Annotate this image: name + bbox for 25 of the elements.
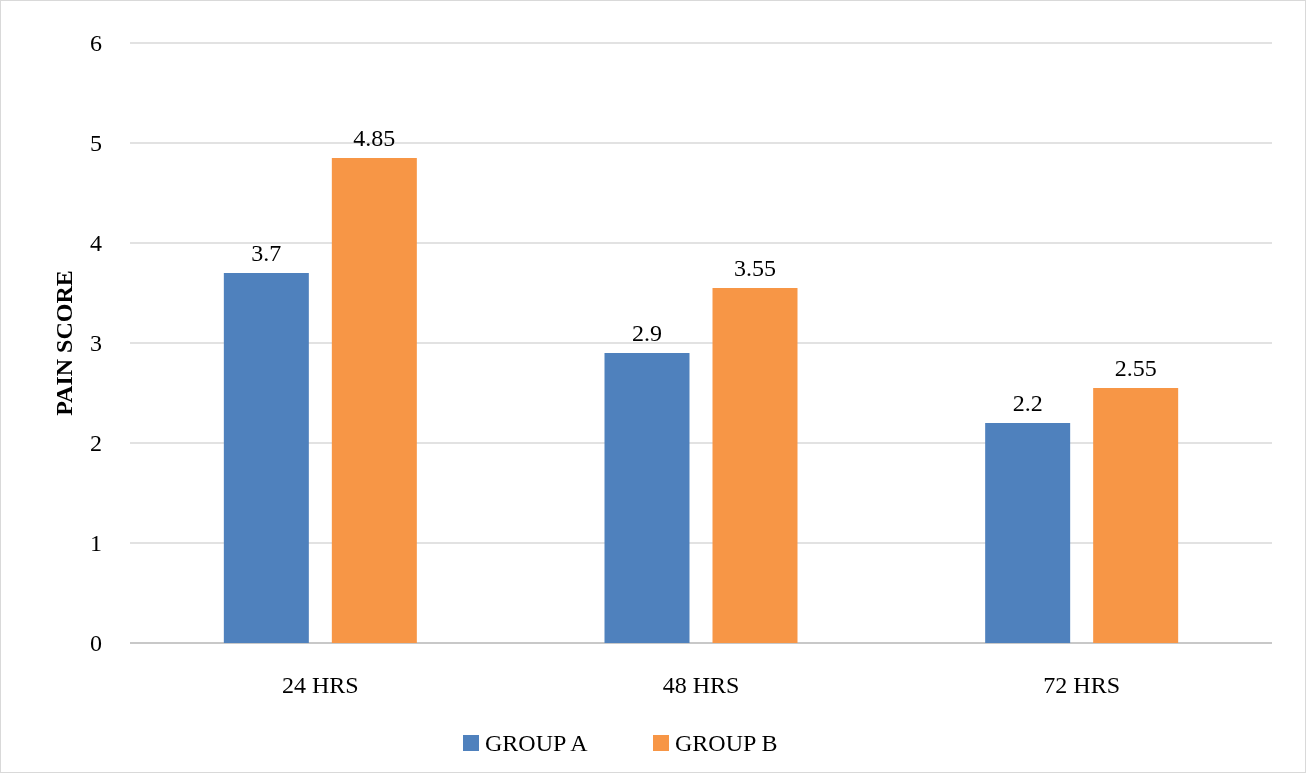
y-tick-label: 5	[90, 130, 102, 157]
data-label: 3.7	[251, 240, 282, 266]
y-tick-label: 4	[90, 230, 102, 257]
data-label: 2.55	[1114, 355, 1157, 381]
x-tick-label: 72 HRS	[1043, 672, 1121, 698]
y-tick-label: 0	[90, 630, 102, 657]
data-label: 2.9	[632, 320, 662, 346]
x-tick-label: 48 HRS	[662, 672, 740, 698]
x-tick-label: 24 HRS	[281, 672, 359, 698]
bar	[985, 423, 1071, 643]
y-tick-label: 3	[90, 330, 102, 357]
legend-label: GROUP A	[485, 730, 589, 757]
bar	[331, 158, 417, 643]
y-tick-label: 1	[90, 530, 102, 557]
bar	[1093, 388, 1179, 643]
y-axis-title: PAIN SCORE	[51, 270, 77, 416]
data-label: 4.85	[353, 125, 396, 151]
y-tick-label: 2	[90, 430, 102, 457]
legend-label: GROUP B	[675, 730, 778, 757]
y-tick-label: 6	[90, 30, 102, 57]
bar	[712, 288, 798, 643]
data-label: 2.2	[1012, 390, 1043, 416]
data-label: 3.55	[734, 255, 776, 281]
bar	[604, 353, 690, 643]
bar	[223, 273, 309, 643]
